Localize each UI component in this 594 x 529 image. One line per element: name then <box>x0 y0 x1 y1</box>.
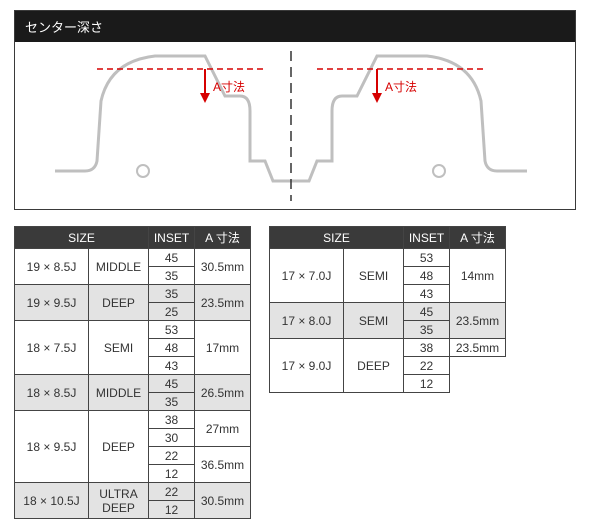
cell-inset: 45 <box>149 249 195 267</box>
cell-size: 17 × 9.0J <box>270 339 344 393</box>
cell-inset: 30 <box>149 429 195 447</box>
cell-inset: 43 <box>149 357 195 375</box>
table-row: 17 × 9.0JDEEP3823.5mm <box>270 339 506 357</box>
table-row: 18 × 7.5JSEMI5317mm <box>15 321 251 339</box>
cell-a: 26.5mm <box>195 375 251 411</box>
cell-inset: 53 <box>149 321 195 339</box>
cell-inset: 35 <box>149 285 195 303</box>
cell-a: 30.5mm <box>195 249 251 285</box>
cell-size: 18 × 7.5J <box>15 321 89 375</box>
table-row: 19 × 9.5JDEEP3523.5mm <box>15 285 251 303</box>
cell-inset: 12 <box>149 501 195 519</box>
header-inset: INSET <box>404 227 450 249</box>
table-row: 17 × 7.0JSEMI5314mm <box>270 249 506 267</box>
cell-a: 23.5mm <box>450 339 506 357</box>
cell-inset: 48 <box>404 267 450 285</box>
cell-a: 14mm <box>450 249 506 303</box>
header-a: A 寸法 <box>450 227 506 249</box>
cell-type: DEEP <box>89 411 149 483</box>
cell-inset: 43 <box>404 285 450 303</box>
cell-a: 36.5mm <box>195 447 251 483</box>
header-size: SIZE <box>15 227 149 249</box>
cell-inset: 45 <box>149 375 195 393</box>
cell-type: MIDDLE <box>89 375 149 411</box>
center-depth-diagram: センター深さ A寸法 A寸法 <box>14 10 576 210</box>
size-table-left: SIZEINSETA 寸法19 × 8.5JMIDDLE4530.5mm3519… <box>14 226 251 519</box>
cell-size: 17 × 7.0J <box>270 249 344 303</box>
cell-type: DEEP <box>344 339 404 393</box>
a-label-left: A寸法 <box>213 80 245 94</box>
cell-inset: 48 <box>149 339 195 357</box>
cell-type: DEEP <box>89 285 149 321</box>
diagram-title: センター深さ <box>15 11 575 42</box>
cell-size: 17 × 8.0J <box>270 303 344 339</box>
cell-a: 23.5mm <box>195 285 251 321</box>
cell-inset: 38 <box>149 411 195 429</box>
cell-inset: 35 <box>149 267 195 285</box>
cell-inset: 12 <box>149 465 195 483</box>
cell-type: SEMI <box>344 249 404 303</box>
cell-inset: 53 <box>404 249 450 267</box>
table-row: 18 × 8.5JMIDDLE4526.5mm <box>15 375 251 393</box>
cell-inset: 35 <box>149 393 195 411</box>
cell-a: 27mm <box>195 411 251 447</box>
cell-inset: 38 <box>404 339 450 357</box>
table-row: 17 × 8.0JSEMI4523.5mm <box>270 303 506 321</box>
table-row: 19 × 8.5JMIDDLE4530.5mm <box>15 249 251 267</box>
cell-size: 18 × 8.5J <box>15 375 89 411</box>
cell-type: SEMI <box>344 303 404 339</box>
size-table-right: SIZEINSETA 寸法17 × 7.0JSEMI5314mm484317 ×… <box>269 226 506 393</box>
table-header-row: SIZEINSETA 寸法 <box>270 227 506 249</box>
cell-size: 19 × 8.5J <box>15 249 89 285</box>
table-row: 18 × 9.5JDEEP3827mm <box>15 411 251 429</box>
cell-inset: 22 <box>404 357 450 375</box>
cell-inset: 25 <box>149 303 195 321</box>
cell-a: 23.5mm <box>450 303 506 339</box>
header-size: SIZE <box>270 227 404 249</box>
cell-type: MIDDLE <box>89 249 149 285</box>
cell-inset: 22 <box>149 483 195 501</box>
a-label-right: A寸法 <box>385 80 417 94</box>
cell-a: 17mm <box>195 321 251 375</box>
cell-size: 18 × 9.5J <box>15 411 89 483</box>
header-a: A 寸法 <box>195 227 251 249</box>
cell-size: 19 × 9.5J <box>15 285 89 321</box>
table-header-row: SIZEINSETA 寸法 <box>15 227 251 249</box>
cell-inset: 22 <box>149 447 195 465</box>
header-inset: INSET <box>149 227 195 249</box>
table-row: 18 × 10.5JULTRADEEP2230.5mm <box>15 483 251 501</box>
wheel-profile-svg: A寸法 A寸法 <box>15 41 575 210</box>
cell-inset: 45 <box>404 303 450 321</box>
cell-inset: 12 <box>404 375 450 393</box>
cell-inset: 35 <box>404 321 450 339</box>
cell-type: SEMI <box>89 321 149 375</box>
